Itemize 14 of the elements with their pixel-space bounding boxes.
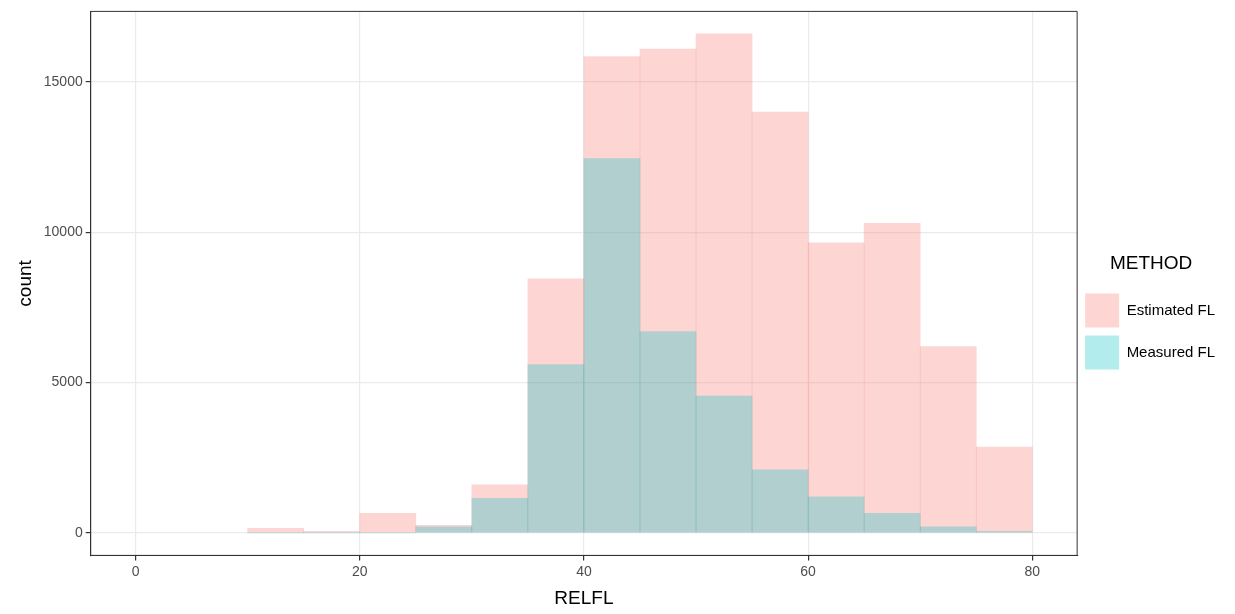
y-tick-label: 5000 [51,373,83,390]
x-tick-label: 80 [1024,562,1041,579]
legend-label: Estimated FL [1126,300,1215,318]
x-tick-label: 40 [576,562,592,579]
x-axis-title: RELFL [554,586,614,608]
x-tick-label: 0 [131,562,140,579]
y-tick-label: 0 [74,523,83,540]
legend-label: Measured FL [1126,342,1215,360]
legend-title: METHOD [1109,252,1193,274]
x-tick-label: 20 [351,562,368,579]
y-axis-title: count [13,259,35,307]
y-tick-label: 15000 [43,72,83,89]
y-tick-label: 10000 [43,223,83,240]
x-tick-label: 60 [800,562,817,579]
